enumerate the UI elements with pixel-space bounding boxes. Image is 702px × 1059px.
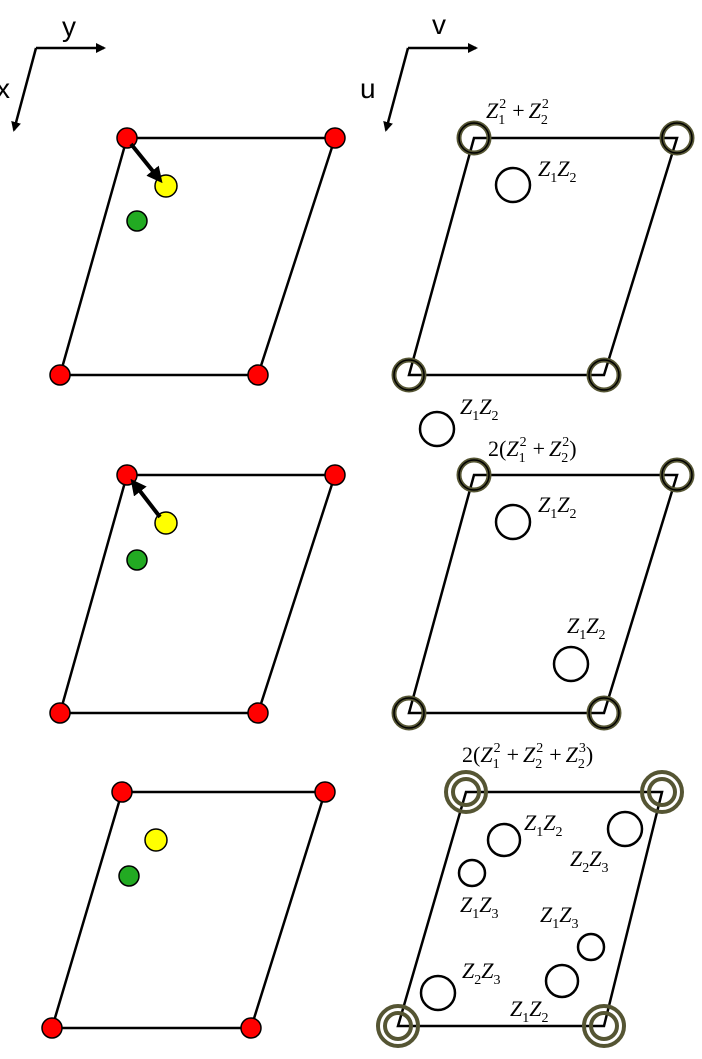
origin-peak-label: 2(Z12 + Z22 + Z23) [462, 741, 593, 772]
cross-peak-z1z3-left-label: Z1Z3 [460, 892, 499, 922]
cross-peak-z1z3-right-label: Z1Z3 [540, 902, 579, 932]
lattice-atom [49, 702, 71, 724]
atom-yellow [144, 828, 168, 852]
cross-peak-top-label: Z1Z2 [538, 492, 577, 522]
lattice-atom [49, 364, 71, 386]
atom-green [118, 865, 140, 887]
cross-peak-z1z2-bottom-label: Z1Z2 [510, 996, 549, 1026]
cross-peak [494, 166, 532, 204]
row-3-crystal-cell [41, 781, 336, 1039]
atom-yellow [154, 511, 178, 535]
interatomic-vector-arrow [130, 478, 162, 519]
cross-peak-z1z3-right [576, 932, 606, 962]
lattice-atom [111, 781, 133, 803]
cross-peak-z1z3-left [457, 858, 487, 888]
row-3-patterson-cell: 2(Z12 + Z22 + Z23) Z1Z2 Z2Z3 Z1Z3 Z1Z3 Z2Z3 … [376, 741, 684, 1048]
interatomic-vector-arrow [129, 142, 163, 184]
patterson-space-axes: v u [360, 9, 478, 132]
axis-label-v: v [432, 9, 446, 40]
row-2-patterson-cell: Z1Z2 2(Z12 + Z22) Z1Z2 Z1Z2 [391, 394, 695, 731]
row-2-crystal-cell [49, 464, 346, 724]
cross-peak-z2z3-left [419, 974, 457, 1012]
cross-peak-outside-label: Z1Z2 [460, 394, 499, 424]
origin-peak-label: Z12 + Z22 [486, 97, 549, 128]
cross-peak-z2z3-left-label: Z2Z3 [462, 958, 501, 988]
axis-label-y: y [62, 11, 76, 42]
origin-peak [391, 120, 695, 393]
lattice-atom [116, 127, 138, 149]
cross-peak-bottom [552, 645, 590, 683]
axis-label-u: u [360, 73, 376, 104]
cross-peak-z1z2-top-label: Z1Z2 [524, 810, 563, 840]
real-space-axes: y x [0, 11, 106, 132]
origin-peak [376, 770, 684, 1048]
row-1-crystal-cell [49, 127, 346, 386]
atom-green [126, 210, 148, 232]
cross-peak-z2z3-right-label: Z2Z3 [570, 846, 609, 876]
lattice-atom [247, 702, 269, 724]
cross-peak-outside [418, 410, 456, 448]
origin-peak-label: 2(Z12 + Z22) [488, 435, 577, 466]
cross-peak-bottom-label: Z1Z2 [567, 613, 606, 643]
lattice-atom [324, 464, 346, 486]
atom-green [126, 549, 148, 571]
cross-peak-top [494, 503, 532, 541]
lattice-atom [41, 1017, 63, 1039]
cross-peak-z1z2-bottom [544, 963, 580, 999]
cross-peak-z2z3-right [606, 810, 644, 848]
lattice-atom [240, 1017, 262, 1039]
cross-peak-z1z2-top [486, 822, 522, 858]
row-1-patterson-cell: Z12 + Z22 Z1Z2 [391, 97, 695, 393]
lattice-atom [324, 127, 346, 149]
cross-peak-label: Z1Z2 [538, 156, 577, 186]
axis-label-x: x [0, 73, 10, 104]
origin-peak [391, 457, 695, 731]
lattice-atom [314, 781, 336, 803]
lattice-atom [247, 364, 269, 386]
